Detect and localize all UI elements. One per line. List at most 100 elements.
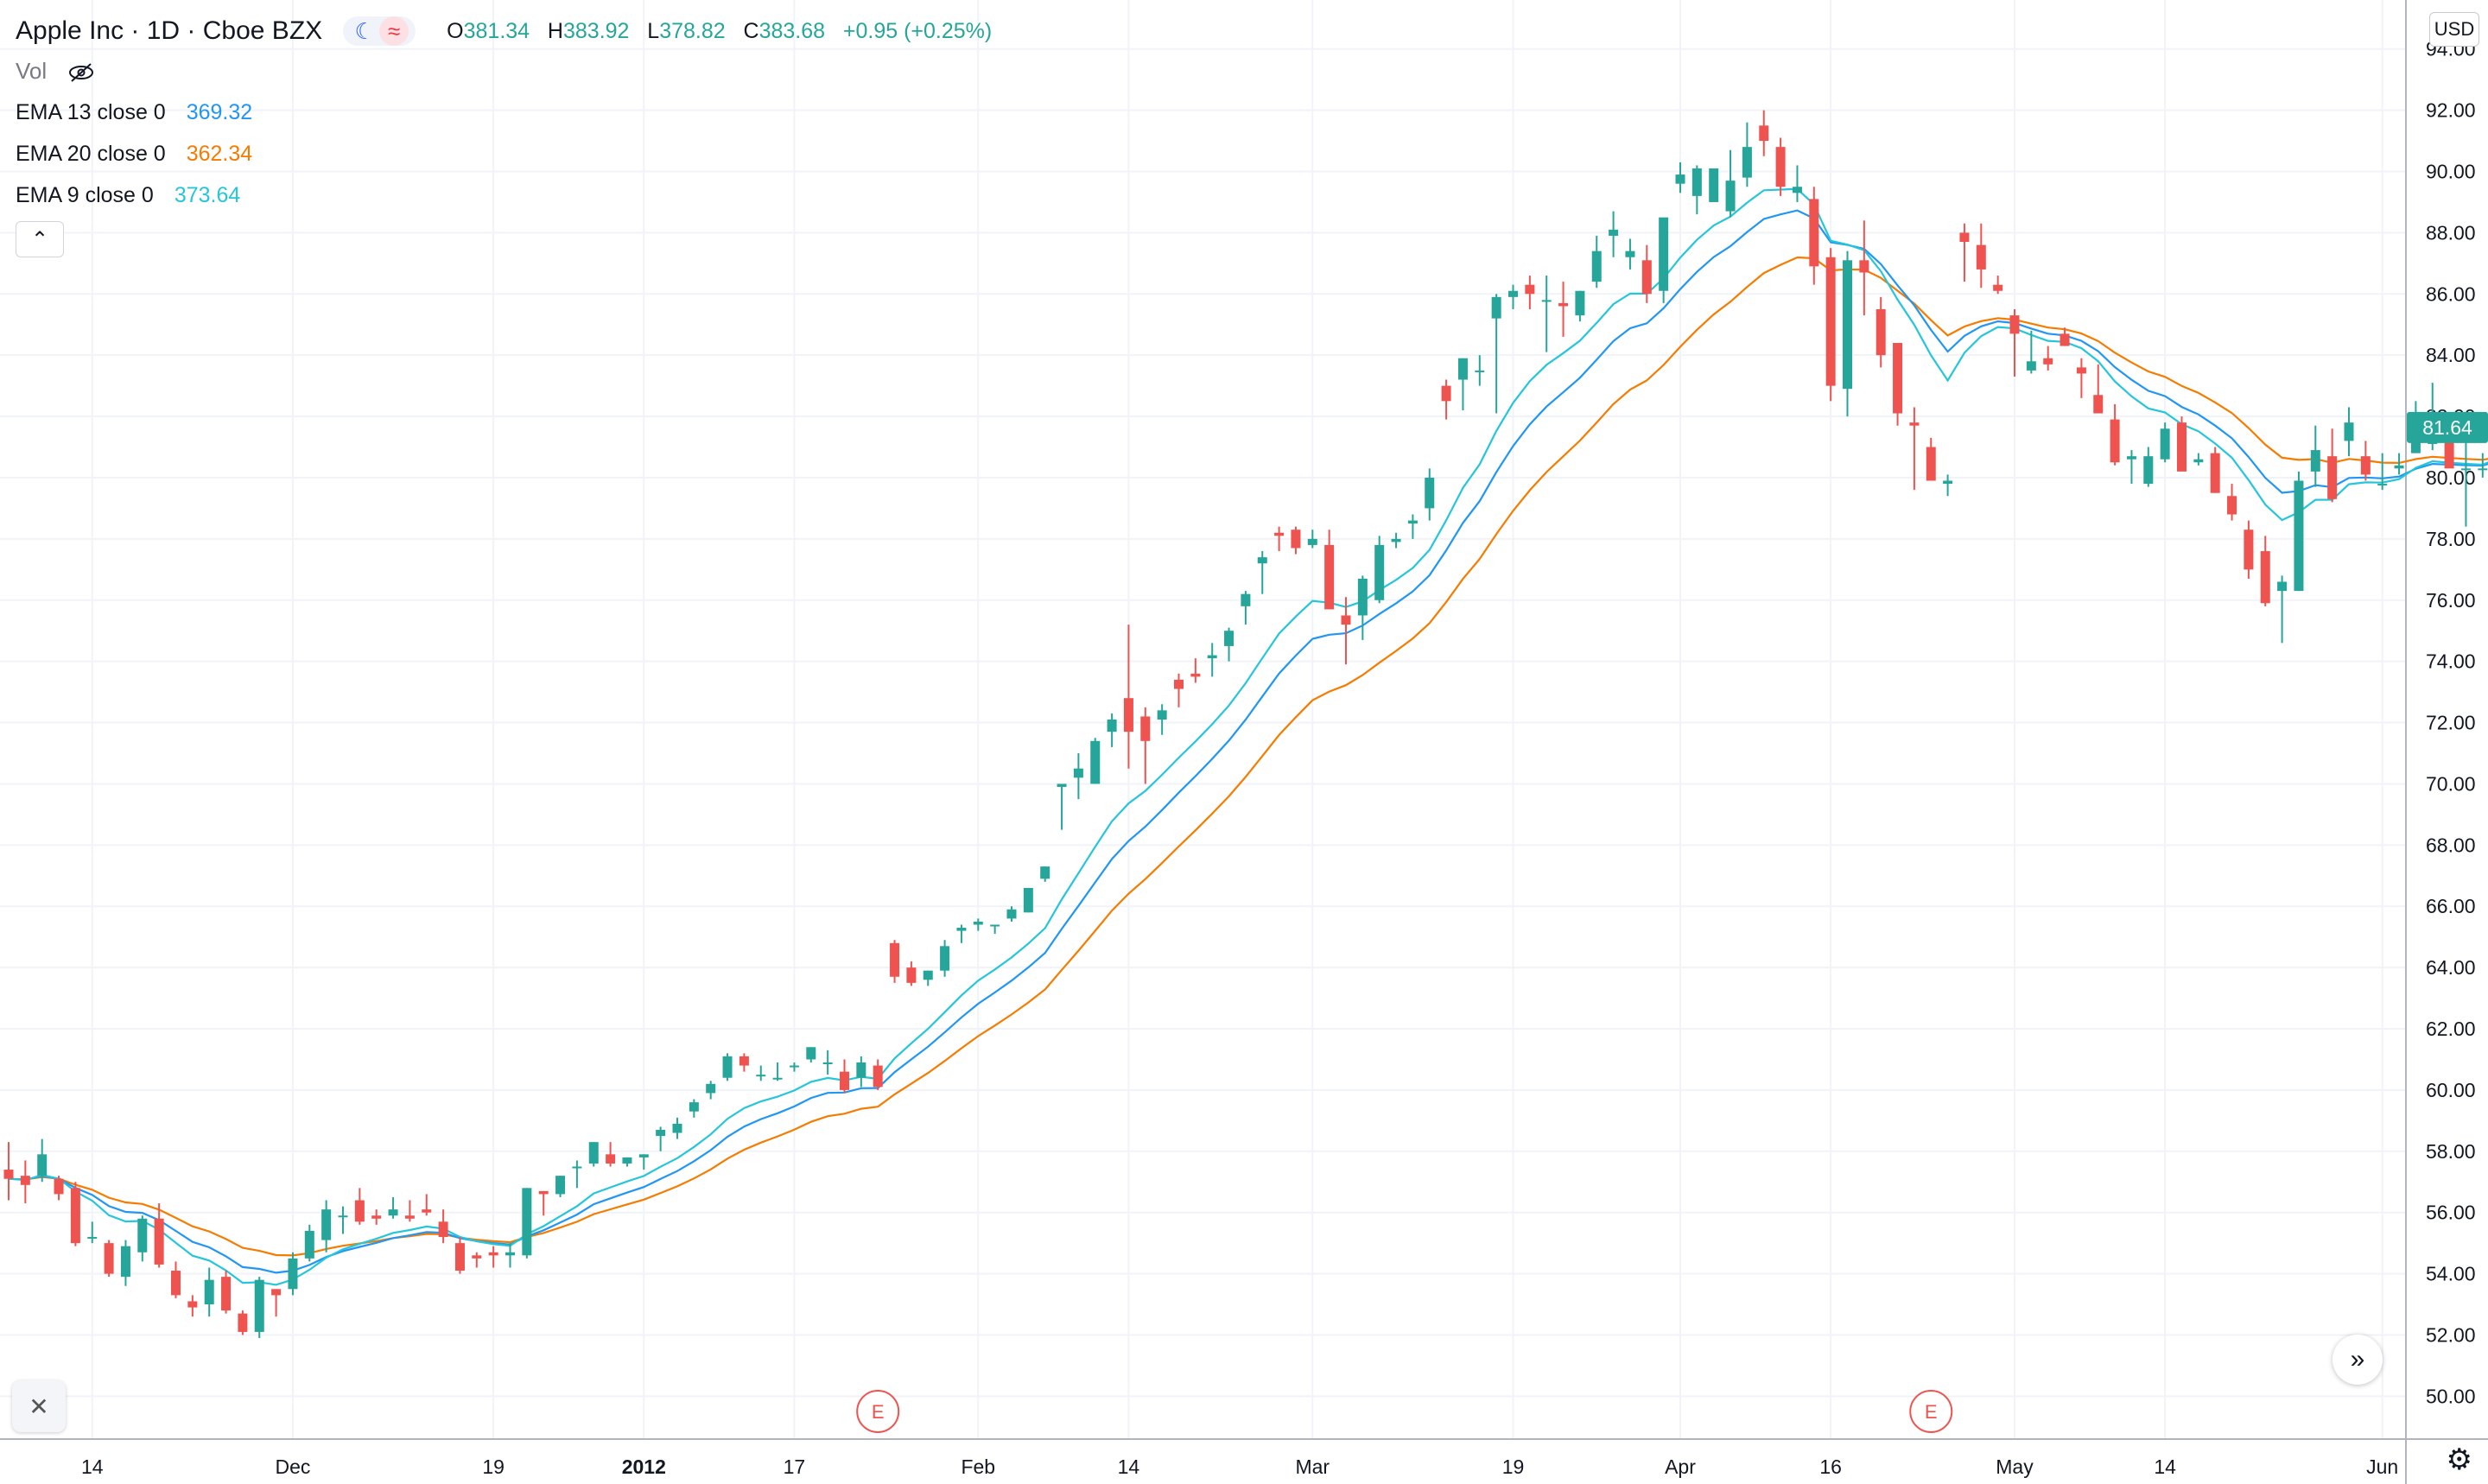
close-panel-button[interactable]: ✕ [12,1380,66,1432]
candle-body [137,1218,148,1253]
candle-body [2227,496,2237,515]
candle-body [1491,296,1501,319]
candle-body [2060,333,2070,346]
candle-body [2026,361,2036,371]
candle-body [522,1188,532,1256]
y-tick-label: 56.00 [2426,1202,2476,1224]
candle-body [1057,783,1067,787]
candle-body [1107,720,1117,732]
candle-body [622,1157,632,1164]
candle-body [1659,217,1669,291]
candle-body [1073,768,1083,778]
x-tick-label: 16 [1819,1455,1842,1478]
indicator-ema-20[interactable]: EMA 20 close 0 362.34 [16,133,992,174]
candle-body [656,1129,666,1137]
indicator-value: 373.64 [174,182,241,207]
candle-body [739,1056,749,1066]
candle-body [906,967,917,983]
indicator-label: EMA 13 close 0 [16,99,166,124]
y-tick-label: 88.00 [2426,221,2476,244]
delayed-data-icon: ≈ [379,16,409,46]
indicator-ema-9[interactable]: EMA 9 close 0 373.64 [16,174,992,216]
y-tick-label: 60.00 [2426,1079,2476,1101]
x-tick-label: Feb [961,1455,995,1478]
x-tick-label: May [1996,1455,2034,1478]
candle-body [1859,260,1869,273]
candle-body [254,1279,264,1332]
candle-body [1407,520,1418,524]
candle-body [1457,358,1468,380]
x-tick-label: 2012 [622,1455,666,1478]
candle-body [422,1209,432,1213]
indicator-label: EMA 9 close 0 [16,182,154,207]
y-tick-label: 58.00 [2426,1140,2476,1163]
candle-body [1725,181,1736,212]
candle-body [1558,302,1569,307]
candle-body [1825,257,1836,386]
candle-body [221,1277,232,1311]
candle-body [3,1170,14,1179]
candle-body [1759,125,1769,142]
candle-body [2210,453,2220,493]
candle-body [271,1289,282,1296]
chart-legend: Apple Inc · 1D · Cboe BZX ☾ ≈ O381.34 H3… [16,12,992,257]
currency-button[interactable]: USD [2429,12,2479,47]
candle-body [2244,530,2254,570]
candle-body [1006,909,1017,919]
candle-body [2143,456,2154,485]
candle-body [856,1062,866,1078]
close-key: C [743,18,759,43]
candle-body [1691,168,1702,196]
candle-body [1625,251,1635,257]
candle-body [2310,450,2320,472]
y-tick-label: 74.00 [2426,650,2476,673]
candle-body [472,1255,482,1259]
ema13-line [8,209,2488,1274]
candle-body [2277,581,2288,592]
candle-body [706,1083,716,1094]
candle-body [940,946,950,971]
y-tick-label: 62.00 [2426,1018,2476,1040]
candle-body [2327,456,2338,499]
y-tick-label: 70.00 [2426,772,2476,795]
settings-gear-icon[interactable]: ⚙ [2446,1443,2472,1476]
candle-body [956,928,967,931]
scroll-to-realtime-button[interactable]: » [2332,1335,2383,1385]
candle-body [806,1047,816,1060]
candle-body [1843,260,1852,390]
y-tick-label: 84.00 [2426,344,2476,366]
candle-body [1123,698,1133,732]
candle-body [1575,290,1585,316]
candle-body [990,924,1000,927]
hidden-eye-icon[interactable] [67,62,94,82]
candle-body [2093,395,2104,414]
candle-body [2377,484,2388,486]
y-tick-label: 66.00 [2426,895,2476,917]
candle-body [288,1258,298,1290]
open-key: O [447,18,464,43]
candle-body [1909,422,1920,426]
candle-body [572,1166,582,1169]
candle-body [1525,284,1535,295]
candle-body [354,1200,365,1222]
candle-body [1876,309,1886,356]
change-value: +0.95 (+0.25%) [842,18,993,43]
volume-indicator-row[interactable]: Vol [16,50,992,92]
candle-body [1742,147,1752,178]
candle-body [187,1301,198,1308]
indicator-ema-13[interactable]: EMA 13 close 0 369.32 [16,92,992,133]
candle-body [1023,887,1033,913]
status-pill[interactable]: ☾ ≈ [343,16,416,46]
candle-body [2460,468,2471,471]
candle-body [2444,437,2454,469]
candle-body [1324,544,1335,610]
candle-body [371,1215,382,1219]
low-key: L [647,18,660,43]
candle-body [2294,480,2304,592]
symbol-title[interactable]: Apple Inc · 1D · Cboe BZX [16,16,323,45]
collapse-legend-button[interactable]: ⌃ [16,221,64,257]
candle-body [488,1252,498,1256]
candle-body [2126,456,2136,460]
candle-body [388,1209,398,1216]
